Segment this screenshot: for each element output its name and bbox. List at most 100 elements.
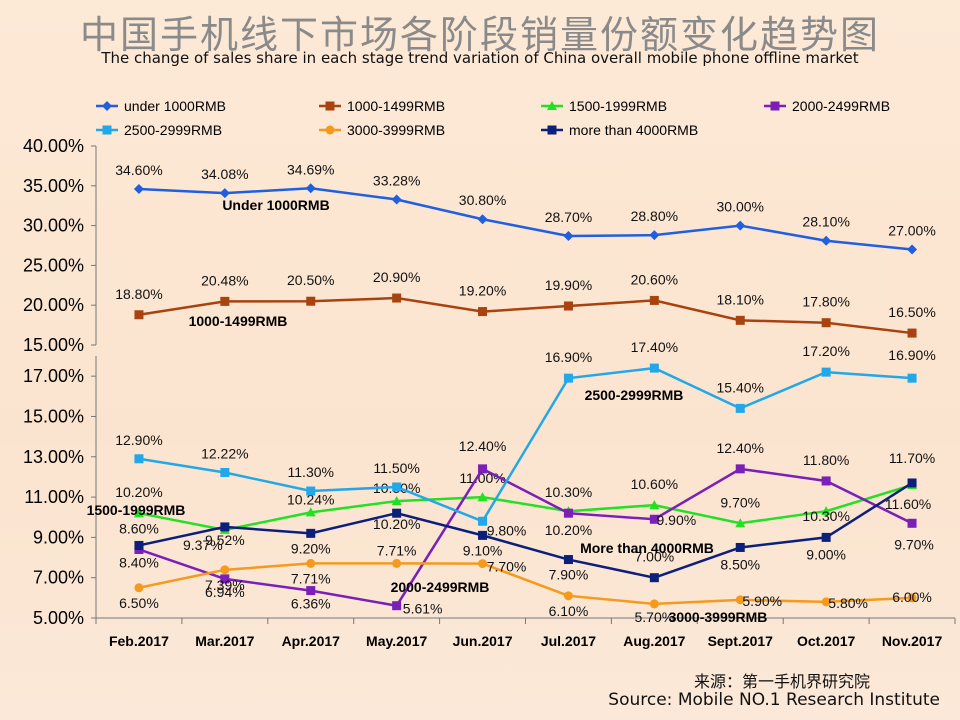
data-point [907,244,918,255]
data-point [220,574,230,584]
data-label: 12.22% [201,445,248,461]
data-label: 6.36% [291,596,331,612]
data-label: 30.80% [459,192,506,208]
data-label: 30.00% [717,199,764,215]
data-label: 9.70% [894,536,934,552]
legend-marker [547,101,557,110]
data-label: 16.50% [888,304,935,320]
data-label: 18.10% [717,291,764,307]
data-label: 34.69% [287,161,334,177]
data-label: 11.50% [373,460,419,476]
data-point [649,363,659,373]
legend-marker [102,101,112,111]
legend-marker [325,125,335,135]
data-point [735,595,745,605]
series-line-3000-3999rmb [138,562,913,606]
legend-label: under 1000RMB [124,98,226,114]
bottom-y-tick-label: 17.00% [23,366,84,386]
source-en: Source: Mobile NO.1 Research Institute [608,690,940,710]
data-point [220,565,230,575]
data-point [306,486,316,496]
data-point [306,296,316,306]
data-point [821,318,831,328]
data-label: 6.94% [205,584,245,600]
data-label: 20.60% [631,271,678,287]
data-point [392,293,402,303]
x-category-label: Feb.2017 [109,633,169,649]
bottom-y-tick-label: 13.00% [23,447,84,467]
data-label: 5.80% [828,595,868,611]
top-y-tick-label: 30.00% [23,216,84,236]
data-label: 9.52% [205,532,245,548]
data-label: 9.37% [183,537,223,553]
data-point [821,476,831,486]
x-category-label: Mar.2017 [195,633,254,649]
data-point [220,522,230,532]
data-point [305,183,316,194]
data-label: 10.24% [287,491,334,507]
series-annotation: 2000-2499RMB [391,579,490,595]
data-label: 12.40% [717,440,764,456]
data-label: 12.40% [459,438,506,454]
data-label: 12.90% [115,432,162,448]
series-annotation: 1500-1999RMB [87,502,186,518]
legend-marker [770,101,780,111]
legend-label: 2500-2999RMB [124,122,222,138]
data-point [478,464,488,474]
data-point [134,540,144,550]
data-point [907,593,917,603]
data-label: 10.30% [802,508,849,524]
data-label: 7.70% [487,559,527,575]
data-label: 17.80% [802,294,849,310]
data-point [392,508,402,518]
data-point [134,583,144,593]
data-label: 5.70% [634,609,674,625]
data-label: 33.28% [373,172,420,188]
data-label: 9.00% [806,546,846,562]
data-label: 10.30% [545,484,592,500]
data-label: 20.48% [201,272,248,288]
data-label: 7.71% [291,570,331,586]
top-y-tick-label: 35.00% [23,176,84,196]
data-label: 18.80% [115,286,162,302]
data-point [306,528,316,538]
data-label: 28.10% [802,214,849,230]
data-point [649,573,659,583]
series-line-1000-1499rmb [138,296,913,335]
data-point [563,373,573,383]
x-category-label: Apr.2017 [282,633,341,649]
series-line-under-1000rmb [138,187,913,251]
data-point [306,586,316,596]
data-point [219,188,230,199]
data-point [821,367,831,377]
data-label: 7.71% [377,542,417,558]
x-category-label: Jul.2017 [541,633,596,649]
data-label: 10.20% [545,522,592,538]
data-label: 11.30% [288,464,334,480]
data-point [563,301,573,311]
x-category-label: Sept.2017 [708,633,774,649]
legend-label: 3000-3999RMB [347,122,445,138]
data-label: 16.90% [888,347,935,363]
data-point [907,373,917,383]
legend-label: 2000-2499RMB [792,98,890,114]
data-label: 9.80% [487,522,527,538]
bottom-y-tick-label: 9.00% [33,527,84,547]
top-y-tick-label: 15.00% [23,335,84,355]
data-point [477,214,488,225]
data-label: 8.50% [720,556,760,572]
data-point [220,296,230,306]
legend-label: more than 4000RMB [569,122,698,138]
data-point [134,310,144,320]
data-point [478,559,488,569]
data-point [649,295,659,305]
data-label: 6.50% [119,595,159,611]
legend-marker [547,125,557,135]
bottom-y-tick-label: 15.00% [23,406,84,426]
top-y-tick-label: 40.00% [23,136,84,156]
x-category-label: Aug.2017 [623,633,685,649]
data-point [478,516,488,526]
data-point [821,235,832,246]
data-point [391,194,402,205]
